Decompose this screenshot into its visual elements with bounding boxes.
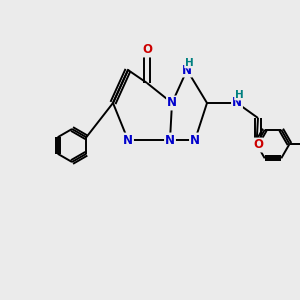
Text: H: H	[235, 90, 244, 100]
Text: O: O	[253, 139, 263, 152]
Text: N: N	[182, 64, 192, 76]
Text: N: N	[123, 134, 133, 146]
Text: H: H	[185, 58, 194, 68]
Text: N: N	[167, 97, 177, 110]
Text: N: N	[190, 134, 200, 146]
Text: N: N	[232, 97, 242, 110]
Text: N: N	[165, 134, 175, 146]
Text: O: O	[142, 44, 152, 56]
